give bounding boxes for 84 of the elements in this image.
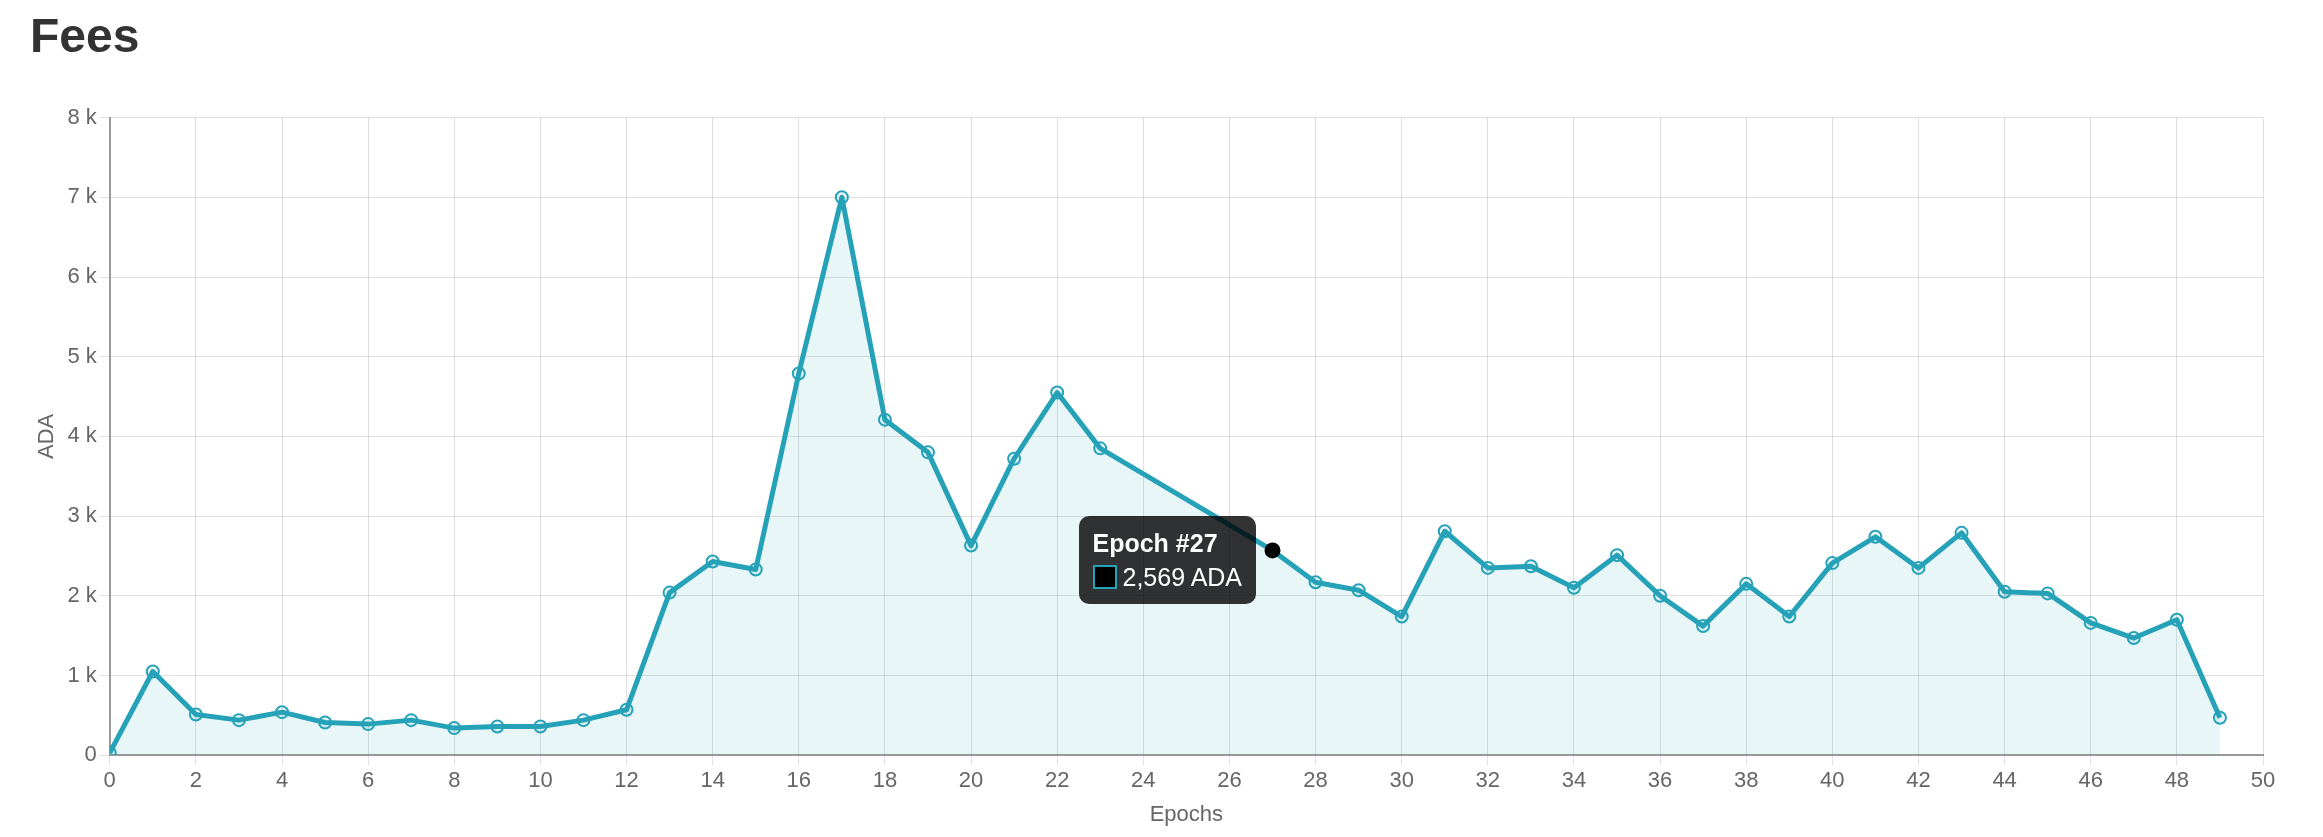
point — [791, 366, 806, 381]
x-tick-label: 30 — [1389, 767, 1414, 793]
point — [2126, 631, 2141, 646]
point — [1523, 559, 1538, 574]
x-tick-label: 42 — [1906, 767, 1931, 793]
x-tick-label: 40 — [1820, 767, 1845, 793]
y-tick-label: 6 k — [67, 263, 98, 289]
point — [1050, 385, 1065, 400]
point — [1997, 584, 2012, 599]
x-tick-label: 38 — [1733, 767, 1759, 793]
x-tick-label: 44 — [1992, 767, 2017, 793]
x-tick-label: 48 — [2164, 767, 2190, 793]
point — [1739, 576, 1754, 591]
point — [748, 562, 763, 577]
x-tick-label: 24 — [1131, 767, 1156, 793]
point — [1007, 451, 1022, 466]
x-tick-label: 14 — [700, 767, 725, 793]
x-tick-label: 4 — [275, 767, 289, 793]
point — [2169, 612, 2184, 627]
point — [1868, 529, 1883, 544]
point — [447, 721, 462, 736]
point — [1394, 609, 1409, 624]
point — [1437, 524, 1452, 539]
point — [1610, 548, 1625, 563]
point — [964, 538, 979, 553]
point — [275, 705, 290, 720]
x-tick-label: 12 — [614, 767, 639, 793]
x-tick-label: 18 — [872, 767, 898, 793]
point — [1653, 588, 1668, 603]
x-tick-label: 2 — [189, 767, 202, 793]
y-tick-label: 1 k — [67, 661, 98, 687]
x-tick-label: 28 — [1303, 767, 1328, 793]
chart-title: Fees — [30, 9, 140, 63]
x-tick-label: 20 — [958, 767, 984, 793]
y-tick-label: 3 k — [67, 502, 98, 528]
x-tick-label: 8 — [448, 767, 461, 793]
y-tick-label: 4 k — [67, 422, 98, 448]
point — [231, 713, 246, 728]
x-tick-label: 32 — [1475, 767, 1501, 793]
point — [490, 719, 505, 734]
point — [662, 585, 677, 600]
point — [1351, 583, 1366, 598]
point — [2083, 615, 2098, 630]
x-tick-label: 36 — [1647, 767, 1673, 793]
point — [619, 702, 634, 717]
x-tick-label: 10 — [528, 767, 553, 793]
point — [1480, 560, 1495, 575]
y-tick-label: 2 k — [67, 581, 98, 607]
y-tick-label: 5 k — [67, 342, 98, 368]
point — [145, 664, 160, 679]
point — [404, 713, 419, 728]
point — [318, 715, 333, 730]
x-tick-label: 6 — [362, 767, 375, 793]
point — [2040, 586, 2055, 601]
point — [1911, 560, 1926, 575]
point — [1566, 580, 1581, 595]
point — [1696, 619, 1711, 634]
x-tick-label: 46 — [2078, 767, 2103, 793]
point — [2212, 710, 2227, 725]
x-tick-label: 26 — [1217, 767, 1242, 793]
annotation: Epoch #27 2,569 ADA — [1092, 528, 1243, 594]
point — [920, 445, 935, 460]
point — [834, 190, 849, 205]
x-tick-label: 34 — [1561, 767, 1587, 793]
point — [576, 713, 591, 728]
point — [1093, 441, 1108, 456]
y-tick-label: 8 k — [67, 103, 98, 129]
x-tick-label: 22 — [1044, 767, 1070, 793]
y-tick-label: 0 — [84, 741, 97, 767]
x-tick-label: 50 — [2250, 767, 2276, 793]
point — [705, 554, 720, 569]
point — [533, 719, 548, 734]
y-axis-title: ADA — [33, 413, 59, 460]
point — [1954, 525, 1969, 540]
x-tick-label: 0 — [103, 767, 116, 793]
x-axis-title: Epochs — [1149, 800, 1224, 826]
point — [361, 717, 376, 732]
point — [877, 412, 892, 427]
point — [188, 707, 203, 722]
point — [1782, 609, 1797, 624]
x-tick-label: 16 — [786, 767, 812, 793]
y-tick-label: 7 k — [67, 183, 98, 209]
point — [1308, 575, 1323, 590]
point — [1825, 556, 1840, 571]
